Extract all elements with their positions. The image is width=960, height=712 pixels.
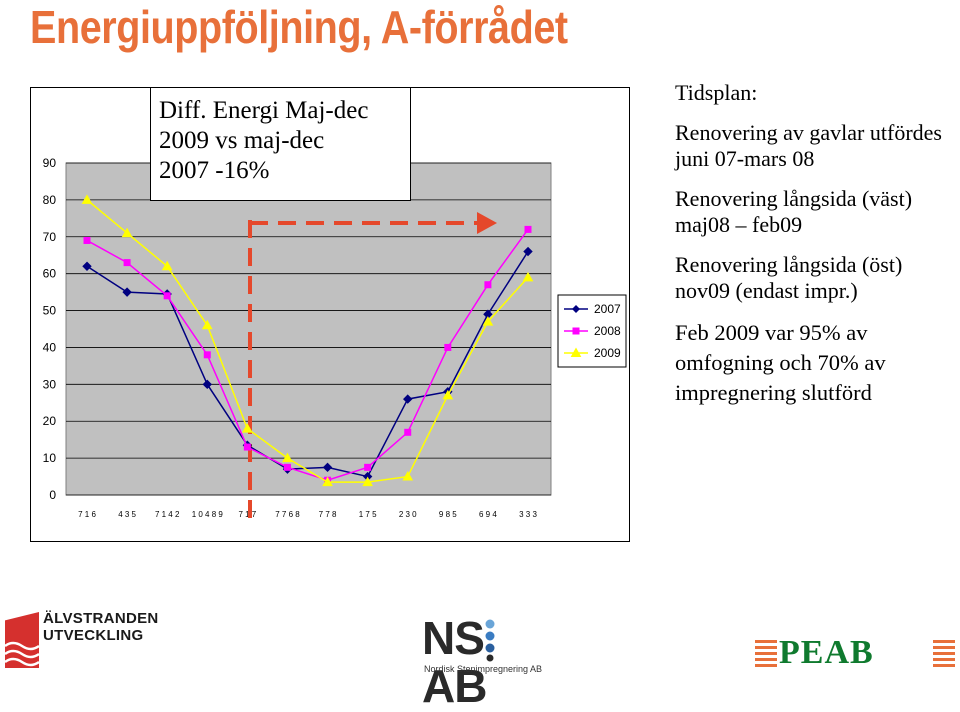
y-tick-label: 50 <box>43 304 57 318</box>
energy-line-chart: 0 10 20 30 40 50 60 70 80 90 7 1 6 4 3 5 7 1 4 2 1 0 … <box>43 156 627 520</box>
plot-area <box>65 162 552 496</box>
x-tick-label: 7 1 6 <box>78 510 96 519</box>
schedule-heading: Tidsplan: <box>675 80 758 105</box>
data-point-2009 <box>121 227 133 238</box>
x-tick-label: 7 1 4 2 <box>155 510 180 519</box>
callout-line-1: Diff. Energi Maj-dec <box>159 97 369 124</box>
y-tick-label: 60 <box>43 267 57 281</box>
data-point-2008 <box>444 343 452 351</box>
data-point-2008 <box>484 281 492 289</box>
alvstranden-line-1: ÄLVSTRANDEN <box>43 610 159 627</box>
data-point-2009 <box>81 194 93 204</box>
data-point-2007 <box>322 462 333 473</box>
schedule-panel: Tidsplan: Renovering av gavlar utfördes … <box>675 80 955 422</box>
y-tick-label: 20 <box>43 414 57 428</box>
page-title: Energiuppföljning, A-förrådet <box>30 1 568 53</box>
y-tick-label: 40 <box>43 340 57 354</box>
series-line-2009 <box>86 199 529 483</box>
data-point-2009 <box>362 476 373 487</box>
x-tick-label: 7 1 7 <box>238 510 256 519</box>
legend-marker-2007 <box>572 305 580 313</box>
y-tick-label: 90 <box>43 156 57 170</box>
data-point-2009 <box>161 260 173 271</box>
data-point-2009 <box>201 319 213 330</box>
energy-diff-callout: Diff. Energi Maj-dec 2009 vs maj-dec 200… <box>150 87 411 201</box>
x-tick-label: 6 9 4 <box>479 510 497 519</box>
series-line-2008 <box>86 228 529 482</box>
data-point-2008 <box>83 236 91 244</box>
peab-stripes-icon <box>755 640 955 667</box>
legend-marker-2009 <box>570 347 582 357</box>
data-point-2007 <box>82 261 92 271</box>
peab-logo: PEAB <box>755 634 955 675</box>
alvstranden-line-2: UTVECKLING <box>43 627 144 644</box>
schedule-west-side: Renovering långsida (väst) maj08 – feb09 <box>675 186 913 237</box>
data-point-2008 <box>123 259 131 267</box>
nsab-logo: NS AB Nordisk Stenimpregnering AB <box>422 612 550 710</box>
data-point-2007 <box>523 246 533 257</box>
data-point-2008 <box>404 428 412 436</box>
data-point-2007 <box>403 394 413 404</box>
data-point-2009 <box>402 471 414 481</box>
data-point-2009 <box>242 423 253 433</box>
legend-label-2008: 2008 <box>594 324 621 338</box>
x-tick-label: 1 0 4 8 9 <box>192 510 224 519</box>
data-point-2008 <box>283 463 291 471</box>
nsab-i-dots-icon <box>485 619 495 662</box>
callout-line-2: 2009 vs maj-dec <box>159 127 325 154</box>
data-point-2009 <box>522 271 534 282</box>
schedule-gables: Renovering av gavlar utfördes juni 07-ma… <box>675 120 942 171</box>
callout-line-3: 2007 -16% <box>159 157 270 184</box>
data-point-2008 <box>163 292 171 300</box>
y-tick-label: 10 <box>43 451 57 465</box>
x-tick-label: 2 3 0 <box>399 510 417 519</box>
data-point-2009 <box>442 389 454 400</box>
data-point-2008 <box>203 351 211 359</box>
legend-label-2009: 2009 <box>594 346 621 360</box>
data-point-2009 <box>322 476 333 487</box>
x-tick-label: 9 8 5 <box>439 510 457 519</box>
series-line-2007 <box>86 251 529 478</box>
y-tick-label: 80 <box>43 193 57 207</box>
peab-wordmark: PEAB <box>779 634 874 671</box>
data-point-2008 <box>243 443 251 451</box>
legend-marker-2008 <box>572 327 580 335</box>
legend-label-2007: 2007 <box>594 302 621 316</box>
schedule-east-side: Renovering långsida (öst) nov09 (endast … <box>675 252 903 303</box>
wave-icon <box>5 641 39 667</box>
x-tick-label: 4 3 5 <box>118 510 136 519</box>
y-tick-label: 0 <box>49 488 56 502</box>
data-point-2007 <box>202 379 212 390</box>
data-point-2008 <box>364 463 372 471</box>
schedule-feb-2009: Feb 2009 var 95% av omfogning och 70% av… <box>675 320 886 405</box>
y-tick-label: 30 <box>43 377 57 391</box>
x-tick-label: 1 7 5 <box>359 510 377 519</box>
data-point-2009 <box>482 316 494 326</box>
data-point-2009 <box>282 452 293 463</box>
x-tick-label: 7 7 6 8 <box>275 510 300 519</box>
x-tick-label: 3 3 3 <box>519 510 537 519</box>
x-tick-label: 7 7 8 <box>319 510 337 519</box>
data-point-2007 <box>122 287 132 297</box>
nsab-tagline: Nordisk Stenimpregnering AB <box>424 664 543 674</box>
y-tick-label: 70 <box>43 230 57 244</box>
data-point-2008 <box>524 225 532 233</box>
annotation-arrowhead <box>477 212 497 234</box>
